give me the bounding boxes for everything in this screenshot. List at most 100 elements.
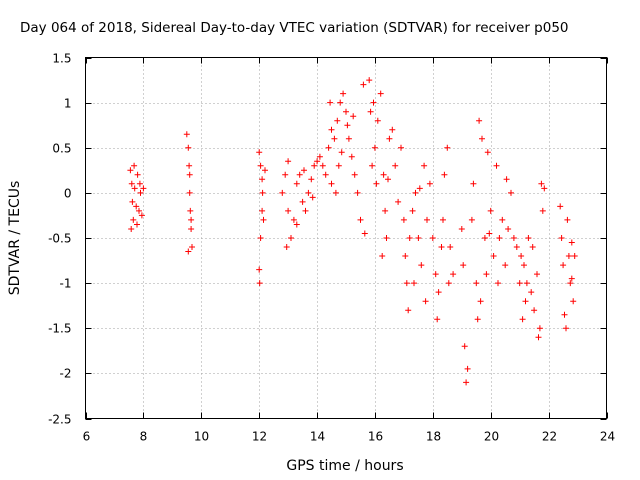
data-point-marker: [529, 244, 536, 250]
data-point-marker: [405, 307, 412, 314]
data-point-marker: [128, 180, 135, 187]
data-point-marker: [282, 171, 289, 178]
data-point-marker: [411, 280, 417, 287]
data-point-marker: [377, 90, 384, 97]
data-point-marker: [360, 81, 367, 88]
data-point-marker: [406, 235, 413, 241]
data-point-marker: [140, 185, 147, 192]
x-tick-label: 10: [194, 430, 209, 444]
data-point-marker: [256, 280, 263, 287]
data-point-marker: [189, 244, 195, 250]
data-point-marker: [370, 99, 377, 106]
data-point-marker: [447, 244, 454, 250]
data-point-marker: [369, 162, 376, 169]
data-point-marker: [474, 316, 481, 323]
data-point-marker: [541, 185, 548, 192]
data-point-marker: [327, 99, 334, 106]
data-point-marker: [403, 280, 410, 287]
data-point-marker: [185, 248, 192, 255]
data-point-marker: [560, 262, 567, 269]
data-point-marker: [301, 167, 307, 174]
data-point-marker: [563, 325, 569, 332]
data-point-marker: [367, 108, 374, 115]
data-point-marker: [186, 162, 193, 169]
data-point-marker: [510, 235, 517, 241]
x-tick-label: 22: [542, 430, 557, 444]
data-point-marker: [557, 203, 564, 210]
data-point-marker: [518, 253, 525, 259]
data-point-marker: [293, 180, 300, 187]
data-point-marker: [373, 180, 380, 187]
data-point-marker: [476, 117, 483, 124]
data-point-marker: [496, 235, 503, 241]
chart-title: Day 064 of 2018, Sidereal Day-to-day VTE…: [20, 20, 569, 36]
y-tick-label: -2.5: [48, 413, 71, 427]
y-tick-label: 1.5: [52, 52, 71, 66]
data-point-marker: [283, 244, 290, 250]
data-point-marker: [484, 149, 491, 156]
data-point-marker: [136, 180, 143, 187]
data-point-marker: [316, 153, 323, 160]
data-point-marker: [322, 171, 329, 178]
data-point-marker: [188, 216, 195, 223]
data-point-marker: [567, 280, 574, 287]
data-point-marker: [513, 244, 520, 250]
x-tick-label: 20: [484, 430, 499, 444]
data-point-marker: [432, 271, 439, 278]
data-point-marker: [311, 162, 318, 169]
data-point-marker: [561, 311, 568, 318]
data-point-marker: [565, 253, 572, 259]
data-point-marker: [262, 167, 268, 174]
x-tick-label: 8: [140, 430, 148, 444]
x-tick-label: 14: [310, 430, 325, 444]
data-point-marker: [505, 226, 512, 232]
data-point-marker: [256, 149, 263, 156]
data-point-marker: [332, 189, 339, 196]
data-point-marker: [464, 365, 471, 372]
data-point-marker: [424, 216, 430, 223]
data-point-marker: [366, 77, 373, 84]
data-point-marker: [523, 280, 530, 287]
x-axis-tick-labels: 6 8 10 12 14 16 18 20 22 24: [83, 430, 615, 444]
data-point-marker: [412, 189, 419, 196]
data-point-marker: [288, 235, 294, 241]
data-point-marker: [477, 298, 484, 305]
data-point-marker: [260, 216, 267, 223]
data-point-marker: [328, 180, 335, 187]
data-point-marker: [415, 235, 422, 241]
data-point-marker: [187, 207, 194, 214]
data-point-marker: [259, 176, 266, 183]
data-point-marker: [279, 189, 286, 196]
data-point-marker: [385, 176, 391, 183]
data-point-marker: [380, 171, 387, 178]
data-point-marker: [259, 207, 266, 214]
data-point-marker: [257, 235, 264, 241]
data-point-marker: [558, 235, 565, 241]
data-point-marker: [331, 135, 338, 142]
data-point-marker: [328, 126, 335, 133]
data-point-marker: [570, 298, 577, 305]
data-point-marker: [382, 207, 389, 214]
data-point-marker: [534, 271, 540, 278]
data-point-marker: [418, 262, 425, 269]
data-point-marker: [299, 198, 306, 205]
data-point-marker: [516, 280, 523, 287]
data-point-marker: [441, 171, 448, 178]
data-point-marker: [131, 162, 138, 169]
data-point-marker: [186, 189, 193, 196]
data-point-marker: [438, 244, 445, 250]
data-point-marker: [345, 135, 352, 142]
x-tick-label: 6: [83, 430, 91, 444]
data-point-marker: [383, 235, 390, 241]
data-point-marker: [535, 334, 542, 341]
data-point-marker: [519, 316, 526, 323]
data-point-marker: [429, 235, 436, 241]
data-point-marker: [538, 180, 545, 187]
y-tick-label: 0.5: [52, 142, 71, 156]
data-point-marker: [259, 189, 266, 196]
data-point-marker: [371, 144, 378, 151]
data-point-marker: [539, 207, 546, 214]
data-point-marker: [409, 207, 416, 214]
data-point-marker: [435, 289, 442, 296]
data-point-marker: [481, 235, 488, 241]
